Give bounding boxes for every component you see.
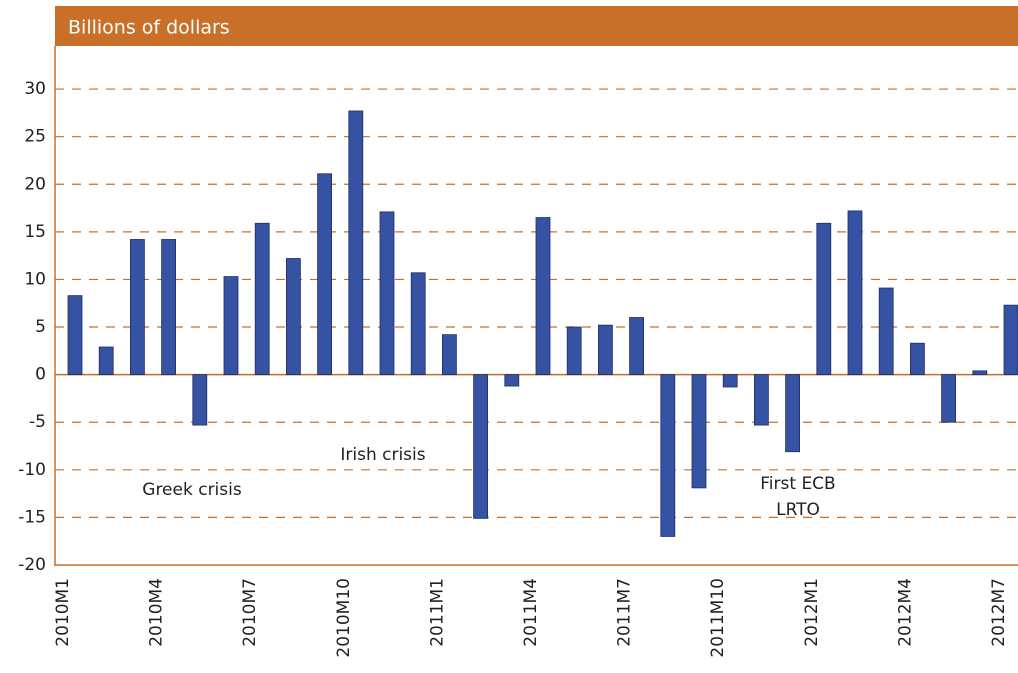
- y-tick-label: -10: [18, 460, 46, 480]
- bar: [285, 258, 301, 376]
- bar: [566, 326, 582, 376]
- x-tick-label: 2012M4: [895, 578, 915, 647]
- title-bar: [55, 6, 1018, 46]
- bar: [972, 370, 988, 376]
- bar: [379, 211, 395, 376]
- bar: [441, 334, 457, 376]
- bar: [660, 374, 676, 537]
- bar: [223, 276, 239, 376]
- bar: [410, 272, 426, 376]
- bar: [910, 342, 925, 376]
- x-tick-label: 2010M7: [240, 578, 260, 647]
- bar: [504, 374, 520, 387]
- x-tick-label: 2010M1: [53, 578, 73, 647]
- bar: [473, 374, 489, 519]
- x-tick-label: 2011M1: [427, 578, 447, 647]
- x-tick-label: 2011M10: [708, 578, 728, 658]
- y-tick-label: -15: [18, 507, 46, 527]
- y-tick-label: 5: [35, 317, 46, 337]
- bar: [941, 374, 956, 423]
- bar: [67, 295, 83, 376]
- y-tick-label: 20: [24, 174, 46, 194]
- annotation: Irish crisis: [340, 445, 425, 465]
- bar: [785, 374, 800, 453]
- bar: [878, 287, 894, 376]
- y-tick-label: 25: [24, 127, 46, 147]
- y-tick-label: -20: [18, 555, 46, 575]
- x-tick-label: 2010M4: [147, 578, 167, 647]
- y-tick-label: 0: [35, 365, 46, 385]
- bar: [161, 239, 177, 376]
- bar: [629, 317, 644, 376]
- x-tick-label: 2011M7: [615, 578, 635, 647]
- bar: [98, 346, 114, 376]
- annotation: First ECB: [760, 474, 835, 494]
- y-tick-label: -5: [29, 412, 46, 432]
- bar: [816, 222, 832, 376]
- x-tick-label: 2010M10: [334, 578, 354, 658]
- x-tick-label: 2011M4: [521, 578, 541, 647]
- annotation: Greek crisis: [142, 480, 242, 500]
- bar: [348, 110, 364, 376]
- bar: [691, 374, 707, 489]
- y-tick-label: 15: [24, 222, 46, 242]
- bar: [129, 239, 145, 376]
- bar: [847, 210, 863, 376]
- annotation: LRTO: [776, 500, 820, 520]
- bar: [754, 374, 769, 426]
- chart-title: Billions of dollars: [68, 17, 230, 39]
- y-tick-label: 30: [24, 79, 46, 99]
- bar: [254, 222, 270, 376]
- bar: [535, 217, 551, 376]
- y-tick-label: 10: [24, 269, 46, 289]
- bar: [192, 374, 208, 426]
- bar: [598, 324, 613, 376]
- bar: [722, 374, 738, 388]
- x-tick-label: 2012M7: [989, 578, 1009, 647]
- bar: [317, 173, 333, 376]
- bar: [1003, 304, 1018, 376]
- x-tick-label: 2012M1: [802, 578, 822, 647]
